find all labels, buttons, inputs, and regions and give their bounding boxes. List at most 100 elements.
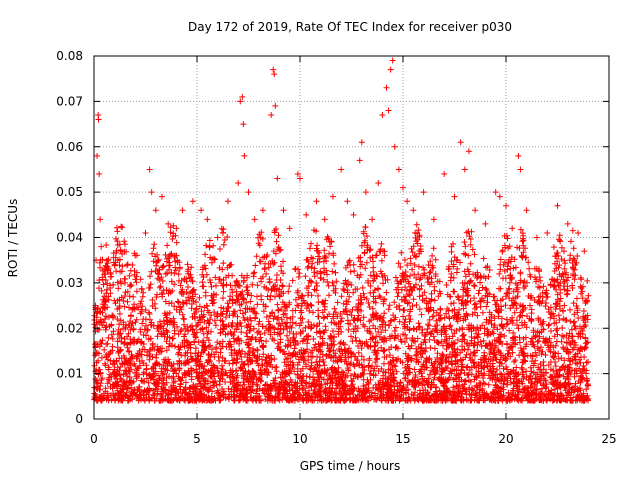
data-point-53 <box>379 111 386 118</box>
data-point-27 <box>240 121 247 128</box>
data-point-17 <box>173 225 180 232</box>
data-point-28 <box>241 152 248 159</box>
data-point-51 <box>369 216 376 223</box>
data-point-70 <box>472 207 479 214</box>
data-point-80 <box>544 229 551 236</box>
data-point-69 <box>465 148 472 155</box>
data-point-71 <box>482 220 489 227</box>
data-point-56 <box>387 66 394 73</box>
x-tick-label: 25 <box>601 432 616 446</box>
data-point-26 <box>239 93 246 100</box>
data-point-6 <box>98 243 105 250</box>
data-point-77 <box>517 166 524 173</box>
data-point-79 <box>533 234 540 241</box>
data-point-82 <box>564 220 571 227</box>
data-point-34 <box>271 71 278 78</box>
data-point-13 <box>148 189 155 196</box>
data-point-64 <box>430 216 437 223</box>
data-point-11 <box>142 229 149 236</box>
x-tick-label: 10 <box>292 432 307 446</box>
x-tick-label: 15 <box>395 432 410 446</box>
data-point-58 <box>391 143 398 150</box>
data-point-76 <box>515 152 522 159</box>
data-point-48 <box>356 157 363 164</box>
data-point-83 <box>575 229 582 236</box>
data-point-75 <box>509 225 516 232</box>
dense-band-markers <box>91 221 592 404</box>
data-point-33 <box>270 66 277 73</box>
y-tick-label: 0.02 <box>56 321 83 335</box>
data-point-3 <box>95 116 102 123</box>
data-point-72 <box>492 189 499 196</box>
data-point-59 <box>395 166 402 173</box>
data-point-24 <box>235 180 242 187</box>
y-tick-label: 0.05 <box>56 185 83 199</box>
data-point-29 <box>245 189 252 196</box>
data-point-35 <box>272 102 279 109</box>
y-tick-label: 0.01 <box>56 367 83 381</box>
data-point-23 <box>224 198 231 205</box>
data-point-31 <box>259 207 266 214</box>
data-point-44 <box>329 193 336 200</box>
data-point-15 <box>158 193 165 200</box>
data-point-67 <box>457 139 464 146</box>
data-point-30 <box>251 216 258 223</box>
data-point-50 <box>362 189 369 196</box>
x-axis-label: GPS time / hours <box>300 459 401 473</box>
data-point-16 <box>165 220 172 227</box>
data-point-73 <box>496 193 503 200</box>
data-point-55 <box>385 107 392 114</box>
data-point-32 <box>268 111 275 118</box>
data-point-60 <box>400 184 406 191</box>
y-tick-label: 0 <box>75 412 83 426</box>
data-point-81 <box>554 202 561 209</box>
data-point-1 <box>94 152 101 159</box>
y-tick-label: 0.03 <box>56 276 83 290</box>
data-point-47 <box>350 211 357 218</box>
x-tick-label: 20 <box>498 432 513 446</box>
data-point-49 <box>358 139 365 146</box>
data-points <box>93 57 588 286</box>
data-point-43 <box>321 216 328 223</box>
data-point-45 <box>338 166 345 173</box>
data-point-12 <box>146 166 153 173</box>
data-point-84 <box>581 248 588 255</box>
data-point-21 <box>204 216 211 223</box>
data-point-66 <box>451 193 458 200</box>
data-point-52 <box>375 180 382 187</box>
data-point-7 <box>101 266 108 273</box>
data-point-40 <box>297 175 303 182</box>
data-point-62 <box>410 207 417 214</box>
data-point-20 <box>198 207 205 214</box>
data-point-78 <box>523 207 530 214</box>
data-point-46 <box>344 198 351 205</box>
chart-title: Day 172 of 2019, Rate Of TEC Index for r… <box>188 20 512 34</box>
y-axis-label: ROTI / TECUs <box>6 199 20 278</box>
data-point-61 <box>404 198 411 205</box>
data-point-10 <box>132 252 139 259</box>
dense-scatter-band <box>91 221 592 404</box>
y-tick-label: 0.06 <box>56 140 83 154</box>
data-point-4 <box>96 170 103 177</box>
x-axis-ticks: 0 5 10 15 20 25 <box>90 56 617 446</box>
data-point-57 <box>389 57 396 64</box>
y-tick-label: 0.04 <box>56 231 83 245</box>
x-tick-label: 0 <box>90 432 98 446</box>
data-point-9 <box>121 279 128 286</box>
data-point-8 <box>111 261 118 268</box>
data-point-68 <box>461 166 468 173</box>
data-point-37 <box>280 207 287 214</box>
data-point-63 <box>420 189 427 196</box>
data-point-54 <box>383 84 390 91</box>
data-point-22 <box>214 234 221 241</box>
data-point-42 <box>313 198 320 205</box>
y-tick-label: 0.07 <box>56 94 83 108</box>
y-axis-ticks: 0 0.01 0.02 0.03 0.04 0.05 0.06 0.07 0.08 <box>56 49 609 426</box>
data-point-39 <box>294 170 301 177</box>
data-point-36 <box>274 175 281 182</box>
data-point-65 <box>441 170 448 177</box>
y-tick-label: 0.08 <box>56 49 83 63</box>
data-point-5 <box>97 216 104 223</box>
data-point-18 <box>179 207 186 214</box>
